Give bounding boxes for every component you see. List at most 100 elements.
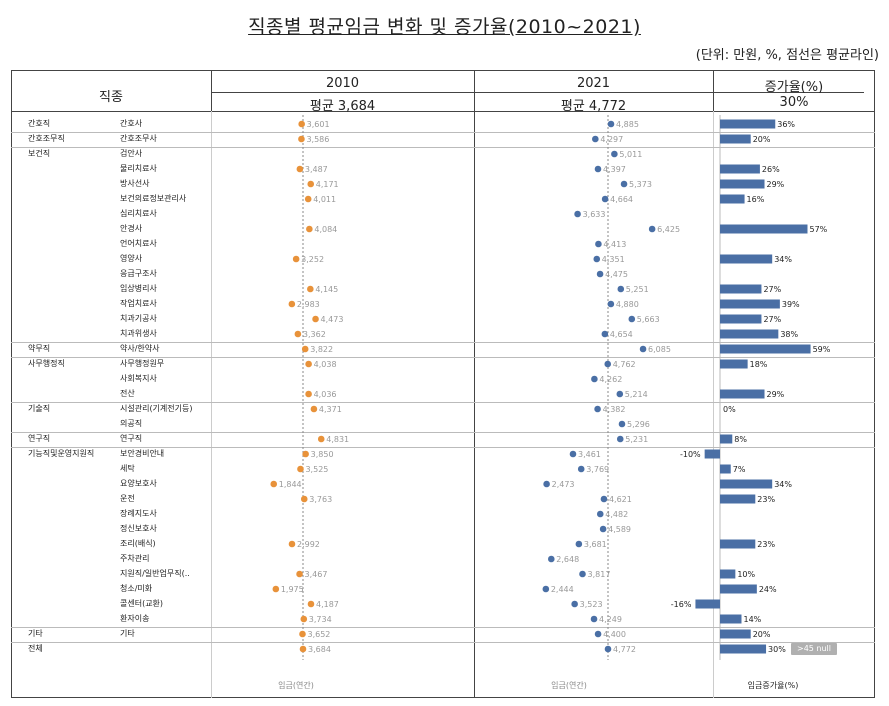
header-divider-3 — [713, 70, 714, 111]
group-separator — [11, 341, 875, 343]
point-label-2010: 3,487 — [305, 165, 328, 174]
group-label: 간호직 — [28, 119, 51, 128]
growth-header: 증가율(%) — [764, 80, 824, 95]
job-label: 심리치료사 — [120, 209, 157, 218]
point-label-2010: 3,652 — [307, 630, 330, 639]
point-2021 — [616, 390, 624, 398]
point-label-2010: 3,734 — [309, 615, 332, 624]
chart-title: 직종별 평균임금 변화 및 증가율(2010~2021) — [248, 16, 641, 38]
point-2010 — [300, 495, 308, 503]
job-label: 치과기공사 — [120, 314, 157, 323]
point-label-2021: 3,817 — [588, 570, 611, 579]
point-2021 — [569, 450, 577, 458]
point-label-2010: 3,763 — [309, 495, 332, 504]
growth-label: -10% — [680, 450, 701, 459]
growth-bar — [720, 614, 742, 624]
point-2010 — [307, 285, 314, 293]
point-2021 — [594, 630, 602, 638]
point-label-2021: 2,648 — [556, 555, 579, 564]
growth-bar — [720, 644, 767, 654]
point-label-2021: 4,621 — [609, 495, 632, 504]
growth-label: 29% — [767, 390, 785, 399]
job-label: 간호조무사 — [120, 134, 157, 143]
growth-bar — [695, 599, 720, 609]
point-label-2010: 4,831 — [326, 435, 349, 444]
job-label: 응급구조사 — [120, 269, 157, 278]
point-label-2021: 4,262 — [599, 375, 622, 384]
growth-bar — [720, 494, 756, 504]
point-label-2010: 1,975 — [281, 585, 304, 594]
point-label-2010: 3,362 — [303, 330, 326, 339]
growth-bar — [720, 164, 760, 174]
point-label-2021: 2,444 — [551, 585, 574, 594]
point-label-2021: 2,473 — [552, 480, 575, 489]
point-label-2021: 6,425 — [657, 225, 680, 234]
point-label-2010: 2,992 — [297, 540, 320, 549]
point-2021 — [620, 180, 628, 188]
point-2010 — [294, 330, 302, 338]
point-label-2010: 4,038 — [314, 360, 337, 369]
growth-label: 27% — [763, 315, 781, 324]
point-label-2021: 4,351 — [602, 255, 625, 264]
growth-label: 24% — [759, 585, 777, 594]
point-label-2021: 3,769 — [586, 465, 609, 474]
growth-label: 34% — [774, 255, 792, 264]
header-divider-2 — [474, 70, 475, 111]
point-label-2021: 5,011 — [619, 150, 642, 159]
point-2010 — [301, 345, 309, 353]
growth-label: 16% — [747, 195, 765, 204]
job-label: 사무행정원무 — [120, 359, 165, 368]
group-separator — [11, 146, 875, 148]
point-label-2010: 3,601 — [307, 120, 330, 129]
job-label: 간호사 — [120, 119, 143, 128]
point-label-2010: 4,473 — [321, 315, 344, 324]
job-label: 시설관리(기계전기등) — [120, 404, 193, 413]
unit-note: (단위: 만원, %, 점선은 평균라인) — [695, 48, 879, 63]
group-label: 전체 — [28, 644, 43, 653]
group-separator — [11, 626, 875, 628]
point-2010 — [296, 165, 304, 173]
growth-label: 0% — [723, 405, 736, 414]
point-2010 — [297, 465, 304, 473]
point-2021 — [611, 150, 618, 158]
point-2021 — [601, 330, 609, 338]
point-label-2010: 2,983 — [297, 300, 320, 309]
point-2021 — [604, 645, 612, 653]
group-separator — [11, 356, 875, 358]
year-2021-header: 2021 — [576, 76, 611, 91]
header-bottom-line — [11, 111, 875, 112]
group-label: 간호조무직 — [28, 134, 65, 143]
point-2010 — [305, 360, 312, 368]
point-2021 — [599, 525, 607, 533]
growth-bar — [720, 179, 765, 189]
growth-bar — [720, 329, 779, 339]
point-label-2010: 3,684 — [308, 645, 331, 654]
point-label-2021: 4,885 — [616, 120, 639, 129]
growth-label: 39% — [782, 300, 800, 309]
point-2010 — [296, 570, 303, 578]
job-label: 검안사 — [120, 149, 143, 158]
point-2021 — [617, 285, 625, 293]
point-2010 — [288, 540, 296, 548]
job-label: 콜센터(교환) — [120, 599, 164, 608]
point-label-2021: 5,214 — [625, 390, 648, 399]
job-label: 보안경비안내 — [120, 449, 165, 458]
point-2021 — [543, 480, 550, 488]
growth-bar — [720, 224, 808, 234]
avg-2010-header: 평균 3,684 — [309, 99, 376, 114]
job-label: 장례지도사 — [120, 509, 157, 518]
growth-bar — [720, 134, 751, 144]
point-label-2021: 4,772 — [613, 645, 636, 654]
point-label-2021: 3,681 — [584, 540, 607, 549]
point-2021 — [616, 435, 624, 443]
job-label: 연구직 — [120, 434, 143, 443]
point-2010 — [272, 585, 280, 593]
growth-label: 57% — [809, 225, 827, 234]
point-2010 — [304, 195, 312, 203]
body-divider-3 — [713, 111, 714, 698]
point-label-2010: 4,187 — [316, 600, 339, 609]
job-label: 안경사 — [120, 224, 143, 233]
job-label: 사회복지사 — [120, 374, 157, 383]
point-2021 — [579, 570, 586, 578]
